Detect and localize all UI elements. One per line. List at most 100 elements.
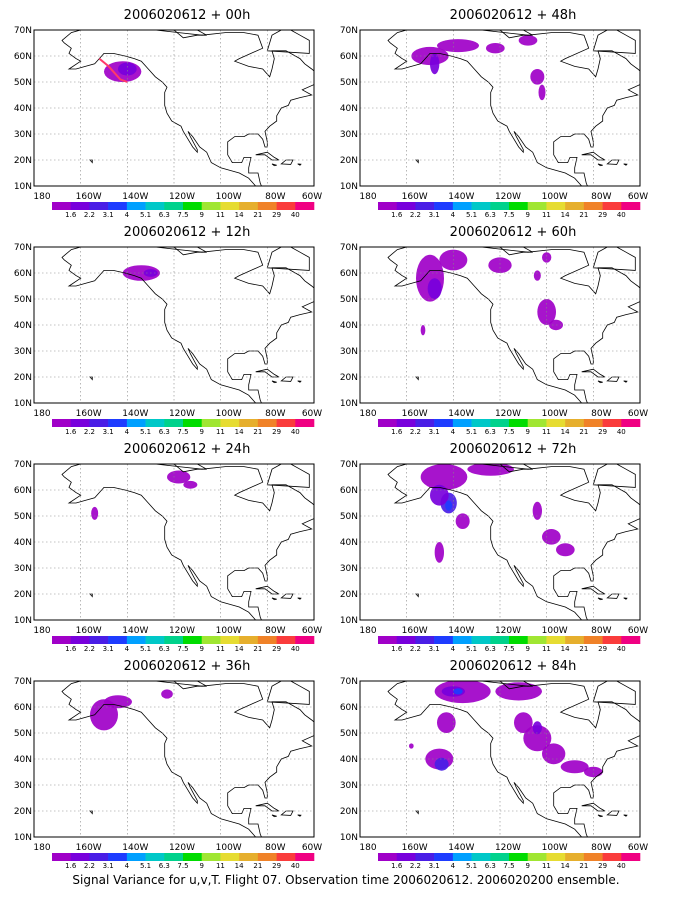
variance-contour [104,695,132,709]
colorbar-swatch [52,202,72,210]
colorbar-label: 29 [272,645,281,653]
latitude-label: 70N [340,677,358,687]
colorbar-swatch [546,419,566,427]
colorbar-swatch [583,202,603,210]
colorbar-swatch [602,853,622,861]
island-outline [89,593,93,598]
longitude-label: 160W [402,843,428,853]
colorbar-label: 40 [291,428,300,436]
island-outline [316,512,330,524]
colorbar-label: 4 [125,211,130,219]
latitude-label: 10N [14,616,32,626]
island-outline [597,380,603,384]
latitude-label: 30N [340,130,358,140]
colorbar-swatch [434,853,454,861]
colorbar-swatch [434,202,454,210]
variance-contour [530,69,545,85]
colorbar-label: 6.3 [485,645,496,653]
latitude-label: 20N [14,156,32,166]
latitude-label: 30N [340,564,358,574]
latitude-label: 30N [14,130,32,140]
colorbar-swatch [108,853,128,861]
latitude-label: 40N [14,321,32,331]
longitude-label: 80W [591,626,611,636]
colorbar-swatch [108,419,128,427]
longitude-label: 120W [169,409,195,419]
colorbar-swatch [201,853,221,861]
variance-contour [488,257,512,273]
colorbar-swatch [621,419,641,427]
coastline [61,464,314,620]
colorbar-swatch [295,419,315,427]
colorbar-swatch [490,419,510,427]
colorbar-label: 21 [579,645,588,653]
variance-contour [434,757,449,771]
colorbar-swatch [546,202,566,210]
variance-contour [420,464,468,490]
colorbar-swatch [89,419,109,427]
colorbar-swatch [145,202,165,210]
colorbar-label: 11 [216,211,225,219]
colorbar-label: 6.3 [159,862,170,870]
colorbar-label: 9 [525,862,529,870]
colorbar-label: 40 [291,862,300,870]
colorbar-label: 40 [291,211,300,219]
colorbar-swatch [201,419,221,427]
island-outline [642,729,656,741]
latitude-label: 50N [14,512,32,522]
latitude-label: 50N [14,729,32,739]
variance-contour [542,743,566,765]
latitude-label: 40N [340,755,358,765]
colorbar-swatch [471,419,491,427]
map-panel-48h: 2006020612 + 48h 70N 60N 50N 40N 30N 20N 10N 18… [340,8,678,219]
colorbar-label: 14 [235,645,244,653]
latitude-label: 60N [340,269,358,279]
colorbar-swatch [452,636,472,644]
island-outline [280,159,294,165]
panel-title: 2006020612 + 72h [449,442,577,457]
variance-contour [161,689,173,699]
colorbar-swatch [527,853,547,861]
colorbar-swatch [583,853,603,861]
latitude-label: 10N [14,399,32,409]
colorbar-label: 3.1 [103,645,114,653]
colorbar-swatch [89,636,109,644]
latitude-label: 60N [340,703,358,713]
colorbar-swatch [52,636,72,644]
island-outline [499,247,533,256]
colorbar-swatch [108,636,128,644]
colorbar-label: 11 [542,428,551,436]
colorbar-swatch [565,419,585,427]
colorbar-label: 11 [216,645,225,653]
colorbar-label: 1.6 [65,428,77,436]
variance-contour [409,743,414,749]
colorbar-swatch [602,636,622,644]
longitude-label: 160W [76,409,102,419]
coastline [61,30,314,186]
colorbar-swatch [583,419,603,427]
island-outline [271,814,277,818]
colorbar-swatch [415,419,435,427]
longitude-label: 180 [359,409,376,419]
colorbar-swatch [471,853,491,861]
island-outline [606,159,620,165]
colorbar-label: 1.6 [391,211,403,219]
colorbar-label: 14 [561,211,570,219]
colorbar-label: 29 [598,862,607,870]
colorbar-label: 5.1 [466,428,477,436]
colorbar-label: 21 [253,645,262,653]
colorbar-swatch [621,636,641,644]
colorbar-label: 14 [235,211,244,219]
coastline [387,464,640,620]
island-outline [592,681,636,705]
island-outline [316,78,330,90]
panel-title: 2006020612 + 48h [449,8,577,23]
colorbar-swatch [164,202,184,210]
latitude-label: 50N [340,78,358,88]
colorbar: 1.6 2.2 3.1 4 5.1 6.3 7.5 9 11 14 21 29 40 [378,853,641,870]
longitude-label: 100W [216,409,242,419]
colorbar-swatch [602,202,622,210]
colorbar-label: 2.2 [410,211,421,219]
